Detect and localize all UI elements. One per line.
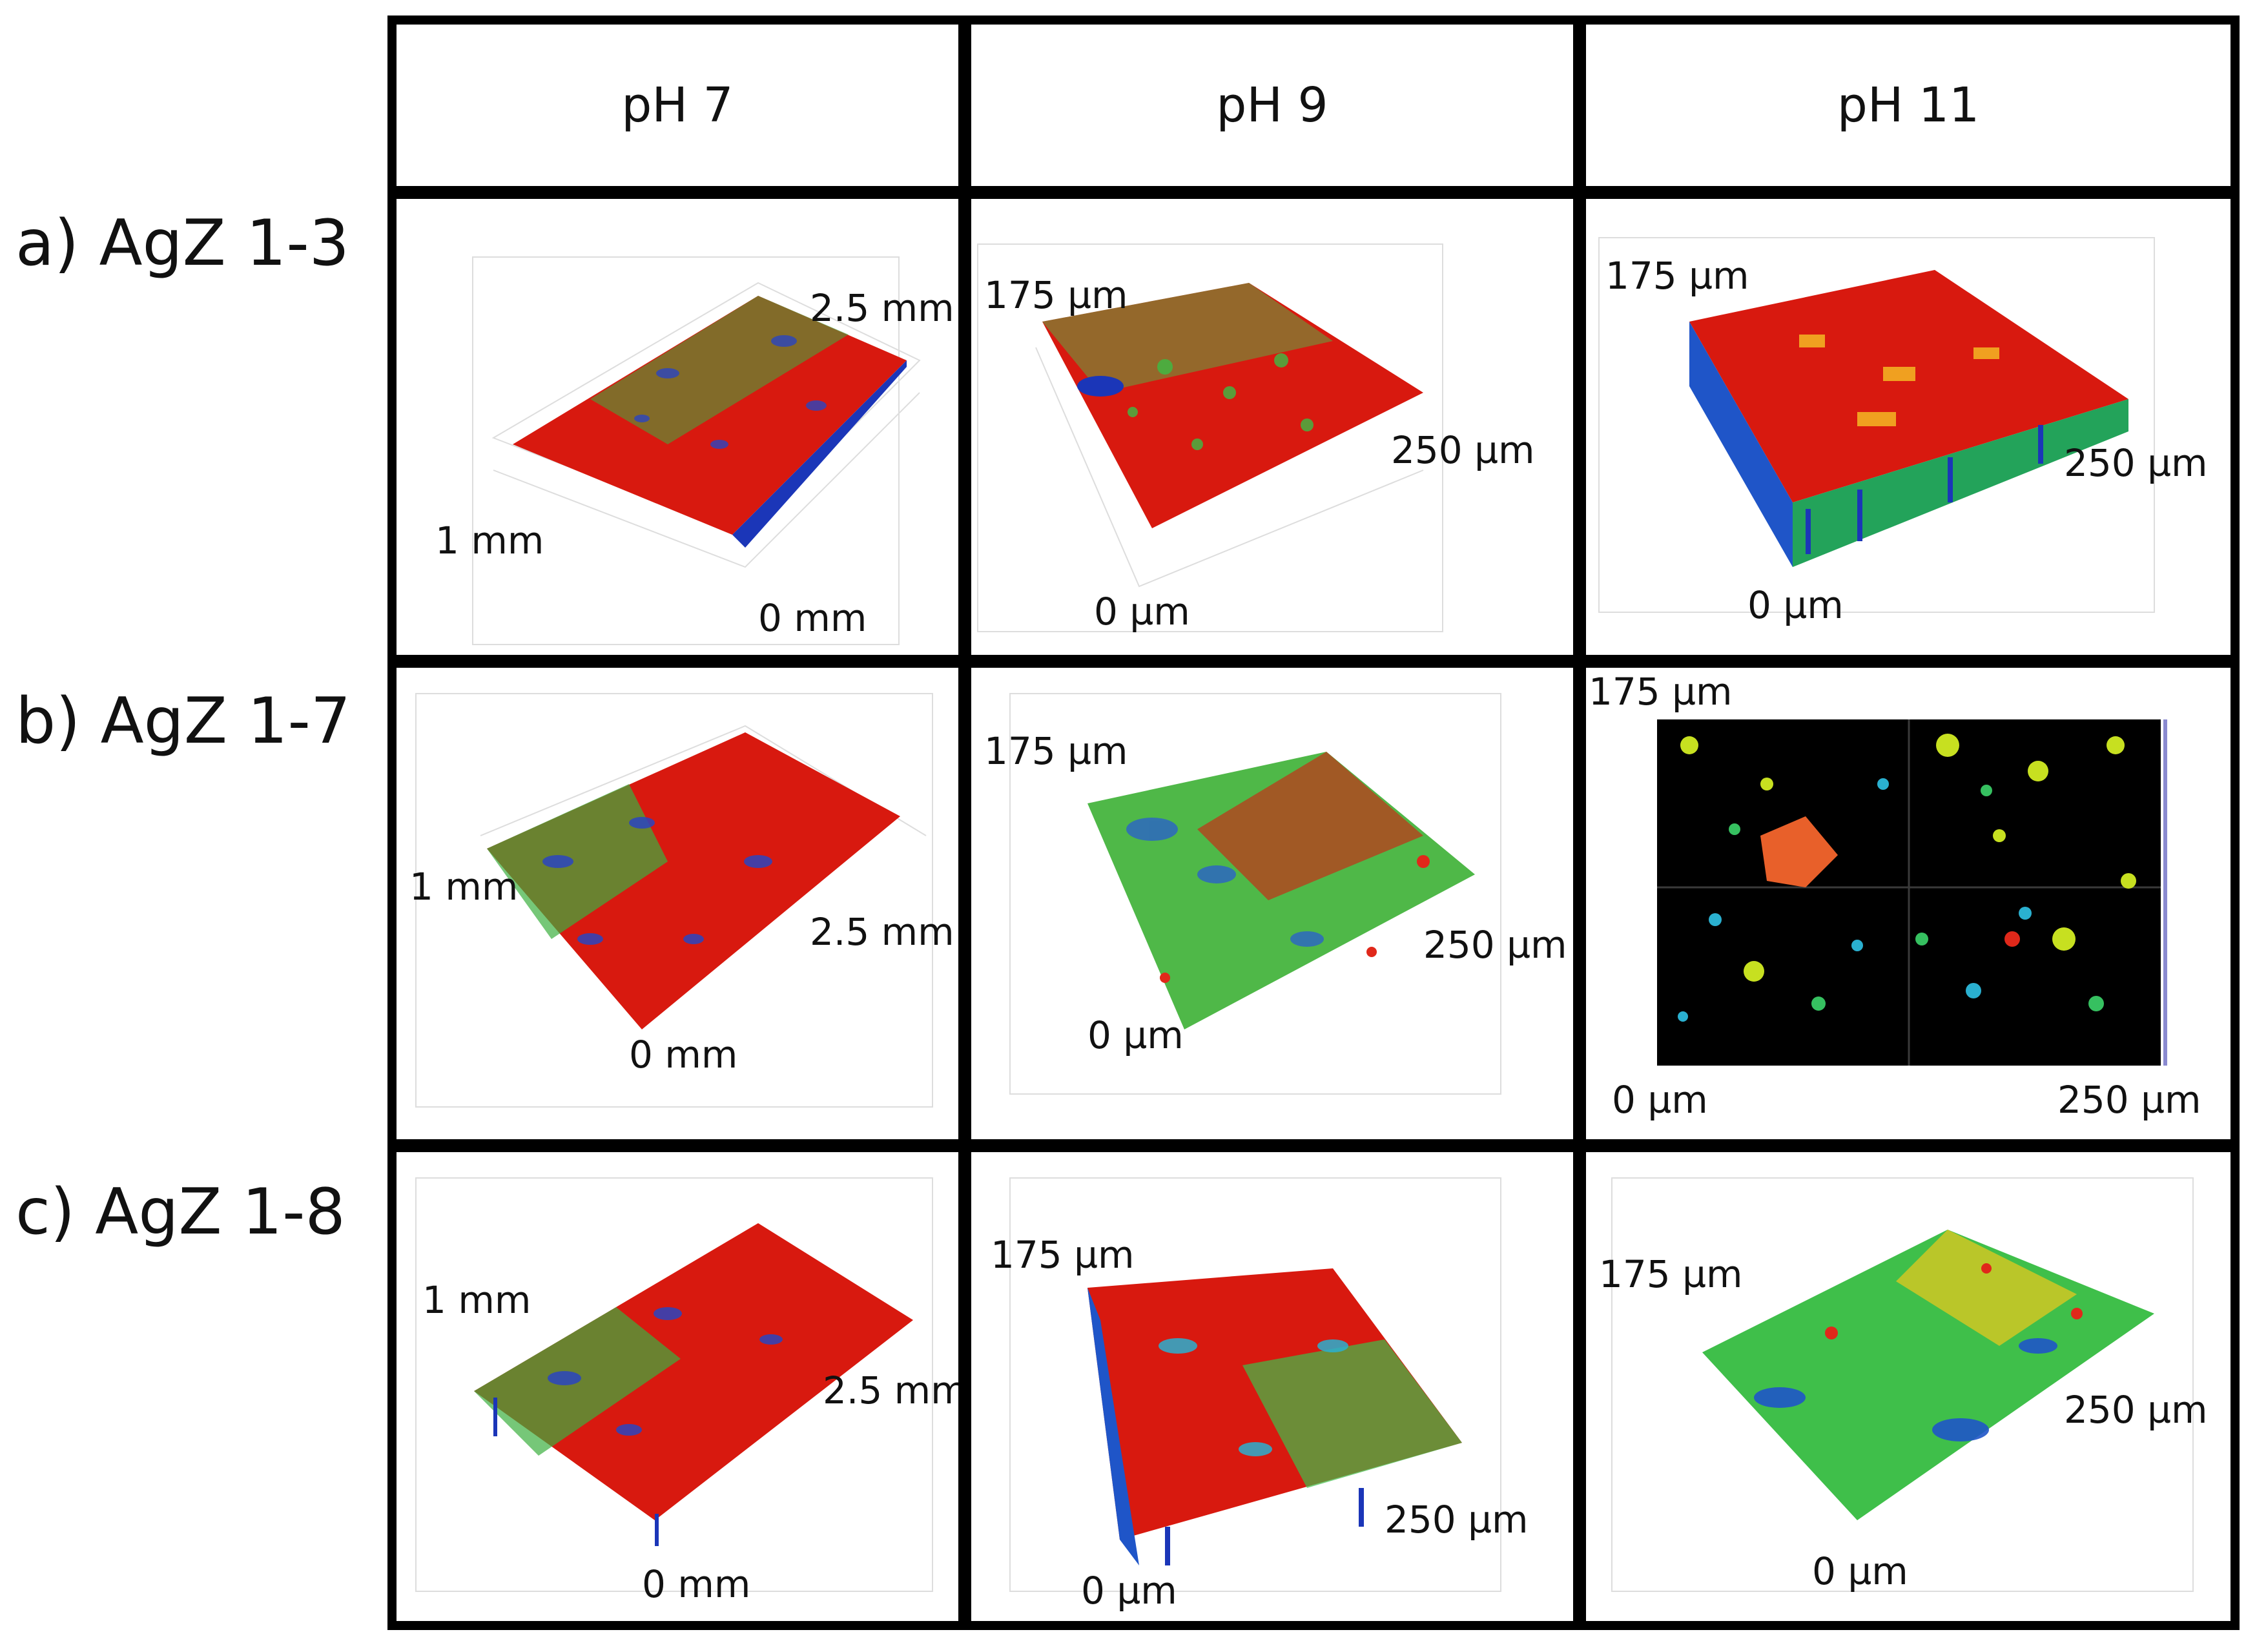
- figure-grid: pH 7 pH 9 pH 11 2.5 mm 1 mm 0 mm: [387, 15, 2240, 1630]
- surface-plot-a-ph9: [977, 243, 1443, 632]
- panel-b-ph7: 1 mm 2.5 mm 0 mm: [397, 668, 958, 1139]
- panel-b-ph11: 175 µm 0 µm 250 µm: [1586, 668, 2231, 1139]
- surface-plot-c-ph9: [1009, 1177, 1501, 1592]
- panel-a-ph9: 175 µm 250 µm 0 µm: [971, 199, 1573, 655]
- axis-label-side: 250 µm: [2064, 1388, 2208, 1432]
- surface-plot-b-ph9: [1009, 693, 1501, 1095]
- axis-label-side: 250 µm: [1391, 428, 1535, 472]
- axis-label-top: 175 µm: [991, 1233, 1135, 1277]
- axis-label-origin: 0 µm: [1747, 583, 1844, 627]
- axis-label-back: 2.5 mm: [810, 286, 954, 330]
- axis-label-origin: 0 mm: [758, 596, 867, 640]
- axis-label-side: 250 µm: [2064, 441, 2208, 485]
- panel-c-ph11: 175 µm 250 µm 0 µm: [1586, 1152, 2231, 1621]
- axis-label-origin: 0 µm: [1081, 1569, 1177, 1613]
- axis-label-top: 175 µm: [984, 729, 1128, 773]
- surface-plot-c-ph7: [415, 1177, 933, 1592]
- axis-label-origin: 0 µm: [1812, 1549, 1908, 1593]
- row-label-c: c) AgZ 1-8: [15, 1175, 345, 1249]
- axis-label-right: 250 µm: [2057, 1078, 2201, 1122]
- panel-b-ph9: 175 µm 250 µm 0 µm: [971, 668, 1573, 1139]
- axis-label-top: 175 µm: [1599, 1252, 1743, 1296]
- axis-label-top: 175 µm: [984, 273, 1128, 317]
- surface-plot-b-ph7: [415, 693, 933, 1108]
- axis-label-origin: 0 mm: [629, 1033, 738, 1077]
- surface-plot-a-ph11: [1598, 237, 2155, 613]
- panel-c-ph9: 175 µm 250 µm 0 µm: [971, 1152, 1573, 1621]
- panel-c-ph7: 1 mm 2.5 mm 0 mm: [397, 1152, 958, 1621]
- row-label-b: b) AgZ 1-7: [15, 685, 351, 758]
- column-header-ph11: pH 11: [1586, 25, 2231, 186]
- panel-a-ph11: 175 µm 250 µm 0 µm: [1586, 199, 2231, 655]
- axis-label-side: 1 mm: [435, 519, 544, 563]
- surface-plot-a-ph7: [472, 256, 921, 645]
- axis-label-left: 1 mm: [409, 865, 519, 909]
- axis-label-side: 250 µm: [1385, 1498, 1529, 1542]
- axis-label-top: 175 µm: [1605, 254, 1749, 298]
- surface-c-ph7: [474, 1223, 913, 1520]
- axis-label-top: 175 µm: [1589, 670, 1733, 714]
- axis-label-side: 250 µm: [1423, 923, 1567, 967]
- height-map-b-ph11: [1657, 719, 2167, 1066]
- axis-label-origin: 0 µm: [1094, 590, 1190, 634]
- row-label-a: a) AgZ 1-3: [15, 207, 350, 280]
- particle-large: [1760, 816, 1838, 887]
- surface-a-ph11: [1689, 270, 2128, 502]
- axis-label-side: 2.5 mm: [823, 1368, 958, 1412]
- axis-label-origin: 0 µm: [1087, 1013, 1184, 1057]
- column-header-ph7: pH 7: [397, 25, 958, 186]
- surface-plot-c-ph11: [1611, 1177, 2194, 1592]
- axis-label-origin: 0 µm: [1612, 1078, 1708, 1122]
- panel-a-ph7: 2.5 mm 1 mm 0 mm: [397, 199, 958, 655]
- axis-label-left: 1 mm: [422, 1278, 531, 1322]
- axis-label-origin: 0 mm: [642, 1562, 751, 1606]
- column-header-ph9: pH 9: [971, 25, 1573, 186]
- axis-label-side: 2.5 mm: [810, 910, 954, 954]
